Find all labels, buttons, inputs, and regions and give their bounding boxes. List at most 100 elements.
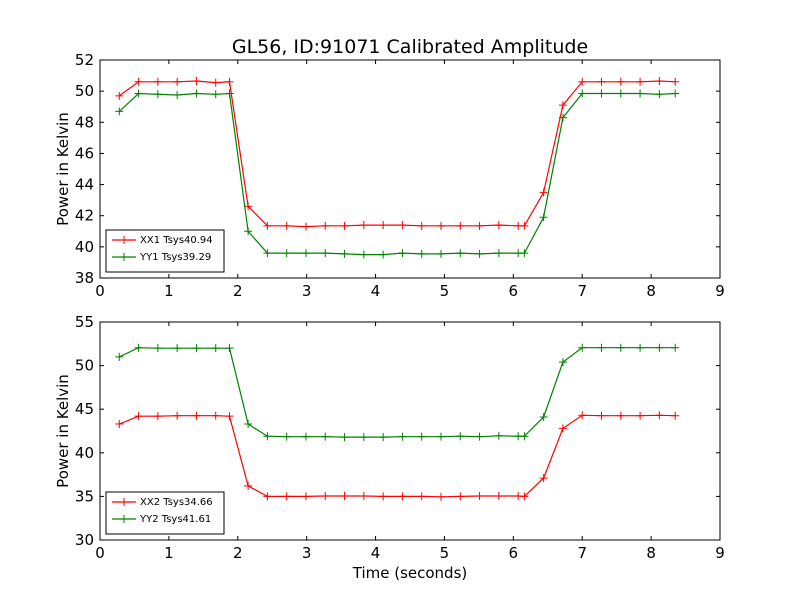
data-point-marker (578, 77, 587, 86)
data-point-marker (539, 213, 548, 222)
data-point-marker (134, 89, 143, 98)
y-tick-label: 48 (75, 113, 94, 131)
data-point-marker (671, 77, 680, 86)
y-tick-label: 30 (75, 531, 94, 549)
y-axis-label: Power in Kelvin (54, 112, 72, 226)
legend-marker (120, 498, 128, 506)
data-point-marker (134, 77, 143, 86)
data-point-marker (301, 222, 310, 231)
data-point-marker (134, 412, 143, 421)
y-tick-label: 40 (75, 444, 94, 462)
data-point-marker (456, 492, 465, 501)
data-point-marker (301, 492, 310, 501)
data-point-marker (398, 432, 407, 441)
data-point-marker (398, 221, 407, 230)
data-point-marker (636, 411, 645, 420)
x-tick-label: 6 (509, 282, 519, 300)
data-point-marker (417, 249, 426, 258)
data-point-marker (321, 491, 330, 500)
plot-area-frame (99, 321, 721, 541)
data-point-marker (244, 227, 253, 236)
x-tick-label: 8 (646, 544, 656, 562)
data-point-marker (616, 411, 625, 420)
data-point-marker (558, 101, 567, 110)
data-point-marker (211, 78, 220, 87)
x-tick-label: 7 (577, 544, 587, 562)
x-tick-label: 3 (302, 282, 312, 300)
x-tick-label: 5 (440, 544, 450, 562)
data-point-marker (671, 411, 680, 420)
data-point-marker (340, 491, 349, 500)
data-point-marker (520, 249, 529, 258)
data-point-marker (244, 202, 253, 211)
data-point-marker (558, 358, 567, 367)
y-tick-label: 55 (75, 313, 94, 331)
data-point-marker (192, 411, 201, 420)
data-point-marker (379, 433, 388, 442)
data-point-marker (539, 413, 548, 422)
data-point-marker (359, 221, 368, 230)
legend-label: XX2 Tsys34.66 (140, 497, 213, 508)
data-point-marker (597, 77, 606, 86)
data-point-marker (379, 221, 388, 230)
x-tick-label: 2 (233, 282, 243, 300)
y-tick-label: 50 (75, 82, 94, 100)
y-tick-label: 38 (75, 269, 94, 287)
x-tick-label: 4 (371, 544, 381, 562)
data-point-marker (655, 411, 664, 420)
data-point-marker (597, 411, 606, 420)
data-point-marker (115, 107, 124, 116)
data-point-marker (225, 89, 234, 98)
legend-marker (120, 236, 128, 244)
data-point-marker (636, 343, 645, 352)
x-tick-label: 5 (440, 282, 450, 300)
data-point-marker (494, 221, 503, 230)
data-point-marker (475, 432, 484, 441)
x-tick-label: 4 (371, 282, 381, 300)
y-tick-label: 45 (75, 400, 94, 418)
data-point-marker (263, 221, 272, 230)
data-point-marker (655, 90, 664, 99)
top-panel: 0 1 2 3 4 5 6 7 8 9 38 40 42 44 46 48 50 52 Power in Kelvi… (54, 51, 725, 300)
data-point-marker (578, 89, 587, 98)
data-point-marker (578, 343, 587, 352)
data-point-marker (211, 344, 220, 353)
legend-label: YY2 Tsys41.61 (139, 514, 211, 525)
data-point-marker (655, 343, 664, 352)
data-point-marker (225, 77, 234, 86)
data-point-marker (616, 77, 625, 86)
y-tick-label: 50 (75, 357, 94, 375)
data-point-marker (655, 77, 664, 86)
data-point-marker (225, 344, 234, 353)
data-point-marker (636, 89, 645, 98)
data-point-marker (398, 492, 407, 501)
data-point-marker (225, 412, 234, 421)
data-point-marker (192, 77, 201, 86)
data-point-marker (263, 492, 272, 501)
x-tick-label: 6 (509, 544, 519, 562)
data-point-marker (417, 492, 426, 501)
data-point-marker (321, 249, 330, 258)
data-point-marker (359, 491, 368, 500)
data-point-marker (539, 188, 548, 197)
data-point-marker (244, 420, 253, 429)
data-point-marker (437, 249, 445, 258)
y-tick-label: 35 (75, 487, 94, 505)
x-tick-label: 7 (577, 282, 587, 300)
data-point-marker (456, 432, 465, 441)
data-point-marker (211, 90, 220, 99)
data-point-marker (173, 91, 182, 100)
plot-area-frame (99, 59, 721, 279)
data-point-marker (475, 221, 484, 230)
data-point-marker (173, 344, 182, 353)
legend-box (105, 491, 225, 535)
data-point-marker (244, 481, 253, 490)
data-point-marker (456, 221, 465, 230)
data-point-marker (153, 344, 162, 353)
data-point-marker (671, 89, 680, 98)
data-point-marker (558, 424, 567, 433)
x-tick-label: 9 (715, 544, 725, 562)
data-point-marker (282, 492, 291, 501)
